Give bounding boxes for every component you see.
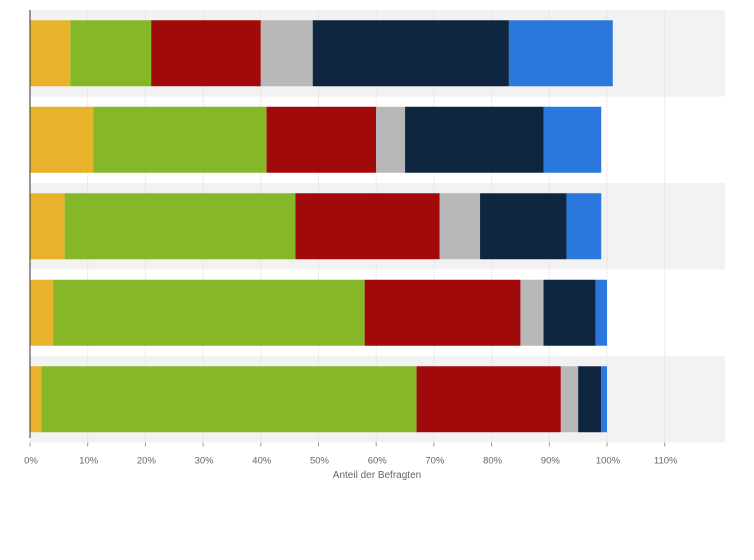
bar-segments <box>30 20 613 433</box>
tick-label: 60% <box>368 456 388 467</box>
bar-segment-row2-s6 <box>543 106 602 173</box>
bar-segment-row1-s1 <box>30 20 71 87</box>
bar-segment-row5-s6 <box>601 366 607 433</box>
x-axis-ticks: 0% 10% 20% 30% 40% 50% 60% 70% 80% 90% 100% 110% <box>24 442 678 467</box>
bar-segment-row4-s5 <box>543 279 596 346</box>
bar-segment-row4-s1 <box>30 279 54 346</box>
tick-label: 0% <box>24 456 38 467</box>
bar-segment-row2-s4 <box>376 106 406 173</box>
bar-segment-row3-s3 <box>295 193 440 260</box>
tick-label: 20% <box>137 456 157 467</box>
x-axis-title: Anteil der Befragten <box>333 470 421 481</box>
tick-label: 90% <box>541 456 561 467</box>
tick-label: 80% <box>483 456 503 467</box>
tick-label: 10% <box>79 456 99 467</box>
tick-label: 70% <box>425 456 445 467</box>
bar-segment-row5-s3 <box>416 366 561 433</box>
tick-label: 30% <box>195 456 215 467</box>
bar-segment-row3-s4 <box>439 193 481 260</box>
bar-segment-row4-s3 <box>364 279 521 346</box>
bar-segment-row3-s2 <box>64 193 296 260</box>
bar-segment-row4-s4 <box>520 279 544 346</box>
bar-segment-row2-s1 <box>30 106 94 173</box>
bar-segment-row3-s5 <box>480 193 567 260</box>
tick-label: 40% <box>252 456 272 467</box>
bar-segment-row4-s6 <box>595 279 607 346</box>
bar-segment-row1-s6 <box>508 20 613 87</box>
bar-segment-row2-s2 <box>93 106 267 173</box>
bar-segment-row1-s4 <box>260 20 313 87</box>
bar-segment-row5-s5 <box>578 366 602 433</box>
bar-segment-row2-s5 <box>405 106 544 173</box>
bar-segment-row5-s2 <box>41 366 417 433</box>
tick-label: 100% <box>596 456 621 467</box>
bar-segment-row4-s2 <box>53 279 365 346</box>
bar-segment-row5-s4 <box>560 366 579 433</box>
bar-segment-row3-s6 <box>566 193 602 260</box>
bar-segment-row1-s2 <box>70 20 152 87</box>
bar-segment-row2-s3 <box>266 106 377 173</box>
bar-segment-row1-s5 <box>312 20 509 87</box>
tick-label: 50% <box>310 456 330 467</box>
bar-segment-row3-s1 <box>30 193 65 260</box>
bar-segment-row1-s3 <box>151 20 261 87</box>
bar-segment-row5-s1 <box>30 366 42 433</box>
tick-label: 110% <box>654 456 678 467</box>
